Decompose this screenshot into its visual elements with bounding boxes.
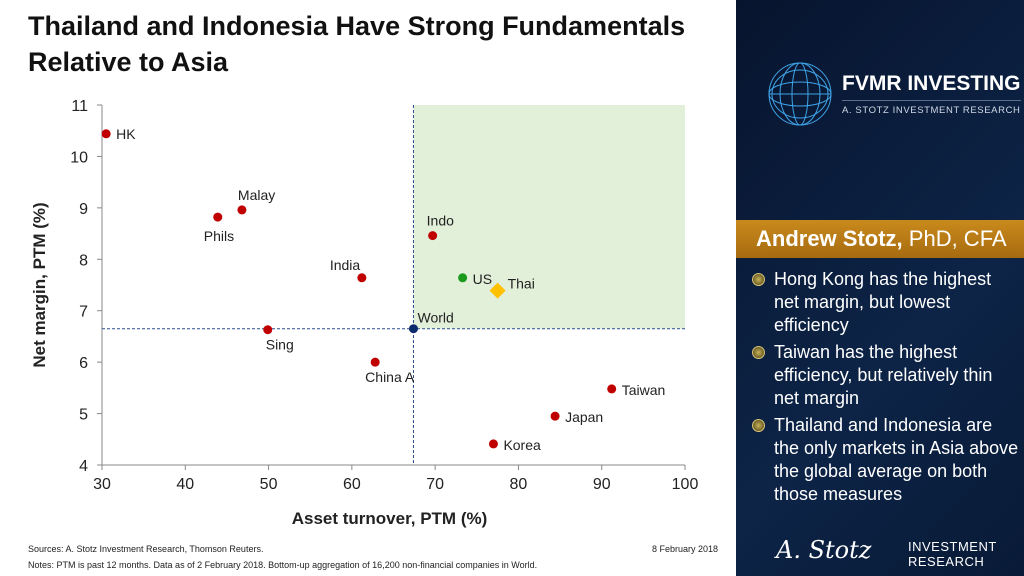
y-tick-label: 6 [79,355,88,372]
data-label: US [473,271,492,287]
x-tick-label: 80 [510,476,528,493]
bullet-icon [752,273,765,286]
data-label: India [330,257,361,273]
data-label: Thai [508,276,535,292]
bullet-item: Hong Kong has the highest net margin, bu… [750,268,1020,337]
x-tick-label: 50 [260,476,278,493]
data-point-phils [213,212,223,222]
y-tick-label: 5 [79,407,88,424]
date-text: 8 February 2018 [652,544,719,554]
brand-text: INVESTMENT RESEARCH [908,539,997,569]
notes-text: Notes: PTM is past 12 months. Data as of… [28,560,538,570]
data-point-world [408,324,418,334]
y-axis-label: Net margin, PTM (%) [30,202,49,367]
x-tick-label: 30 [93,476,111,493]
data-point-us [458,273,468,283]
bullet-icon [752,346,765,359]
bullet-list: Hong Kong has the highest net margin, bu… [750,268,1020,510]
bullet-item: Taiwan has the highest efficiency, but r… [750,341,1020,410]
x-tick-label: 70 [426,476,444,493]
signature-logo: A. Stotz [776,536,872,564]
y-tick-label: 4 [79,458,88,475]
data-label: Phils [204,228,234,244]
bullet-icon [752,419,765,432]
x-tick-label: 100 [672,476,699,493]
data-label: China A [365,369,415,385]
y-tick-label: 11 [71,98,88,115]
bullet-item: Thailand and Indonesia are the only mark… [750,414,1020,506]
y-tick-label: 10 [70,149,88,166]
y-tick-label: 9 [79,201,88,218]
data-label: Indo [427,213,454,229]
data-point-sing [263,325,273,335]
y-tick-label: 7 [79,304,88,321]
logo-subtitle: A. STOTZ INVESTMENT RESEARCH [842,100,1021,116]
data-point-korea [488,439,498,449]
data-label: Korea [503,437,541,453]
data-point-japan [550,411,560,421]
data-point-india [357,273,367,283]
data-point-taiwan [607,384,617,394]
sidebar: FVMR INVESTING A. STOTZ INVESTMENT RESEA… [736,0,1024,576]
sources-text: Sources: A. Stotz Investment Research, T… [28,544,264,554]
y-tick-label: 8 [79,252,88,269]
data-point-malay [237,205,247,215]
data-label: Taiwan [622,382,666,398]
scatter-chart: 30 40 50 60 70 80 90 100 4 5 6 7 8 9 10 11 Asset turnove… [30,98,699,528]
data-label: Sing [266,337,294,353]
data-point-hk [101,129,111,139]
data-point-thai [489,282,506,299]
data-label: World [417,310,453,326]
above-average-region [413,105,685,329]
author-credentials: PhD, CFA [902,226,1007,251]
logo-title: FVMR INVESTING [842,72,1021,95]
author-bar: Andrew Stotz, PhD, CFA [736,220,1024,258]
author-name: Andrew Stotz, [756,226,903,251]
data-label: Japan [565,409,603,425]
data-point-indo [428,231,438,241]
x-tick-label: 60 [343,476,361,493]
x-tick-label: 90 [593,476,611,493]
x-tick-label: 40 [176,476,194,493]
chart-title: Thailand and Indonesia Have Strong Funda… [28,11,686,77]
data-label: Malay [238,187,275,203]
data-point-china-a [370,357,380,367]
x-axis-label: Asset turnover, PTM (%) [292,509,488,528]
footer-notes: Sources: A. Stotz Investment Research, T… [28,541,537,573]
data-label: HK [116,126,136,142]
globe-logo-icon [768,62,832,126]
